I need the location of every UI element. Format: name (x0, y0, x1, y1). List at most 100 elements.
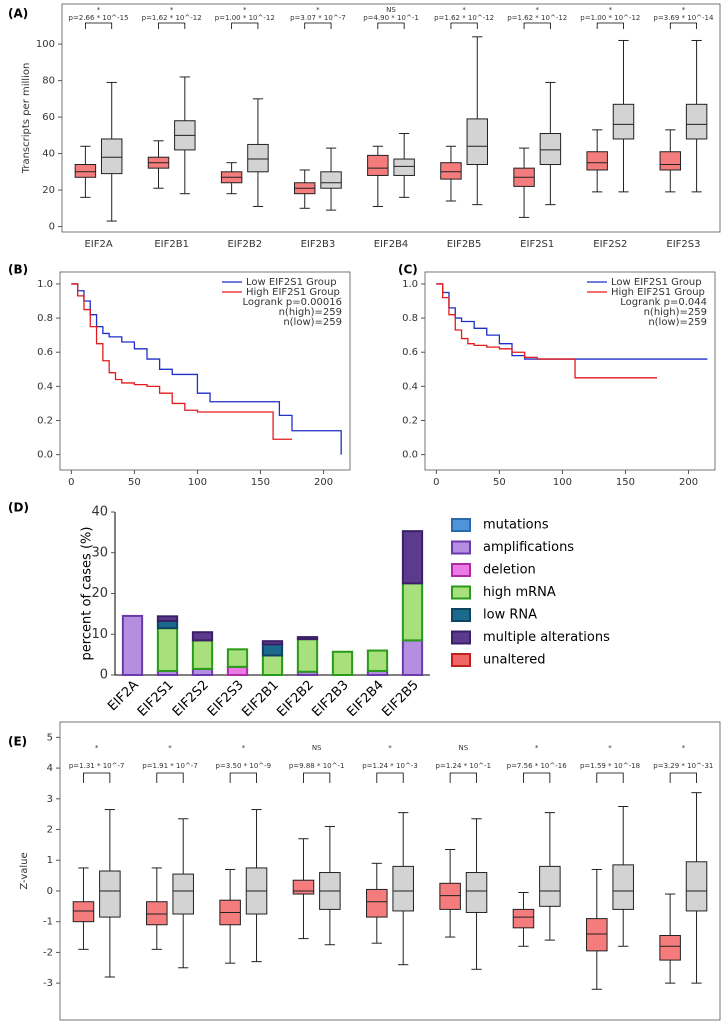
p-value-label: p=3.50 * 10^-9 (216, 762, 272, 770)
p-value-label: p=2.66 * 10^-15 (69, 14, 129, 22)
legend-label: Low EIF2S1 Group (246, 277, 337, 288)
comparison-bracket (376, 772, 404, 783)
p-value-label: p=1.91 * 10^-7 (142, 762, 198, 770)
comparison-bracket (84, 22, 113, 29)
y-tick-label: 0.4 (37, 381, 53, 392)
box (393, 158, 415, 176)
bar-segment (261, 643, 284, 657)
x-tick-label: 50 (128, 477, 141, 488)
significance-label: * (535, 6, 539, 14)
significance-label: * (95, 744, 99, 752)
y-tick-label: 40 (42, 149, 55, 160)
x-tick-label: EIF2B2 (227, 239, 262, 250)
y-tick-label: 3 (47, 794, 53, 805)
significance-label: NS (458, 744, 468, 752)
box (392, 865, 414, 912)
comparison-bracket (669, 22, 698, 29)
box (100, 138, 123, 175)
comparison-bracket (596, 772, 624, 783)
bar-segment (296, 638, 319, 673)
y-tick-label: 0.8 (37, 313, 53, 324)
x-tick-label: EIF2B2 (274, 678, 316, 720)
annotation: n(low)=259 (648, 317, 707, 328)
significance-label: * (97, 6, 101, 14)
x-tick-label: EIF2B5 (447, 239, 482, 250)
comparison-bracket (450, 22, 478, 29)
p-value-label: p=1.00 * 10^-12 (215, 14, 275, 22)
x-tick-label: 150 (616, 477, 635, 488)
y-tick-label: 0.0 (37, 450, 53, 461)
x-tick-label: EIF2S2 (170, 678, 212, 720)
box (366, 888, 388, 918)
p-value-label: p=9.88 * 10^-1 (289, 762, 345, 770)
legend-swatch (451, 563, 471, 577)
annotation: Logrank p=0.00016 (243, 297, 343, 308)
legend-label: deletion (483, 563, 536, 578)
bar-segment (191, 639, 214, 670)
y-axis-label: Transcripts per million (21, 63, 32, 175)
x-tick-label: 100 (553, 477, 572, 488)
legend-label: unaltered (483, 653, 545, 668)
x-tick-label: 200 (679, 477, 698, 488)
legend-label: High EIF2S1 Group (611, 287, 705, 298)
p-value-label: p=7.56 * 10^-16 (507, 762, 568, 770)
y-tick-label: 4 (47, 763, 53, 774)
panel-label: (D) (8, 501, 29, 515)
significance-label: * (170, 6, 174, 14)
x-tick-label: EIF2A (84, 239, 112, 250)
y-tick-label: -1 (43, 917, 53, 928)
box (612, 103, 635, 140)
panel-label: (E) (8, 735, 27, 749)
significance-label: * (609, 6, 613, 14)
x-tick-label: EIF2S2 (593, 239, 627, 250)
y-tick-label: 0.2 (402, 416, 418, 427)
x-tick-label: EIF2B1 (239, 678, 281, 720)
box (586, 918, 608, 952)
legend-label: low RNA (483, 608, 537, 623)
box (99, 870, 121, 918)
legend-swatch (451, 630, 471, 645)
box (146, 901, 168, 926)
x-tick-label: EIF2B4 (374, 239, 409, 250)
y-tick-label: 0.2 (37, 416, 53, 427)
significance-label: * (682, 6, 686, 14)
annotation: n(low)=259 (283, 317, 342, 328)
bar-segment (261, 640, 284, 646)
legend-label: mutations (483, 518, 549, 533)
comparison-bracket (229, 772, 257, 783)
comparison-bracket (231, 22, 259, 29)
x-tick-label: 150 (251, 477, 270, 488)
survival-curve (71, 283, 292, 440)
legend-label: multiple alterations (483, 630, 610, 645)
bar-segment (191, 631, 214, 642)
y-tick-label: 1 (47, 855, 53, 866)
bar-segment (401, 582, 424, 642)
comparison-bracket (156, 772, 184, 783)
significance-label: * (535, 744, 539, 752)
significance-label: * (316, 6, 320, 14)
legend-swatch (451, 585, 471, 600)
plot-frame (59, 721, 721, 1021)
bar-segment (226, 665, 249, 676)
bar-segment (331, 650, 354, 677)
y-tick-label: 1.0 (402, 279, 418, 290)
box (466, 118, 489, 166)
annotation: n(high)=259 (644, 307, 707, 318)
y-tick-label: 80 (42, 76, 55, 87)
y-axis-label: percent of cases (%) (80, 527, 95, 661)
p-value-label: p=1.62 * 10^-12 (434, 14, 494, 22)
x-tick-label: EIF2B5 (379, 678, 421, 720)
significance-label: * (608, 744, 612, 752)
box (72, 901, 95, 923)
plot-frame (61, 3, 721, 233)
legend-swatch (451, 653, 471, 667)
comparison-bracket (158, 22, 186, 29)
legend-label: High EIF2S1 Group (246, 287, 340, 298)
significance-label: * (168, 744, 172, 752)
legend-label: high mRNA (483, 585, 556, 600)
y-tick-label: 100 (36, 39, 55, 50)
y-axis-label: Z-value (19, 852, 30, 889)
y-tick-label: 0 (47, 886, 53, 897)
legend-label: Low EIF2S1 Group (611, 277, 702, 288)
y-tick-label: 0.4 (402, 381, 418, 392)
